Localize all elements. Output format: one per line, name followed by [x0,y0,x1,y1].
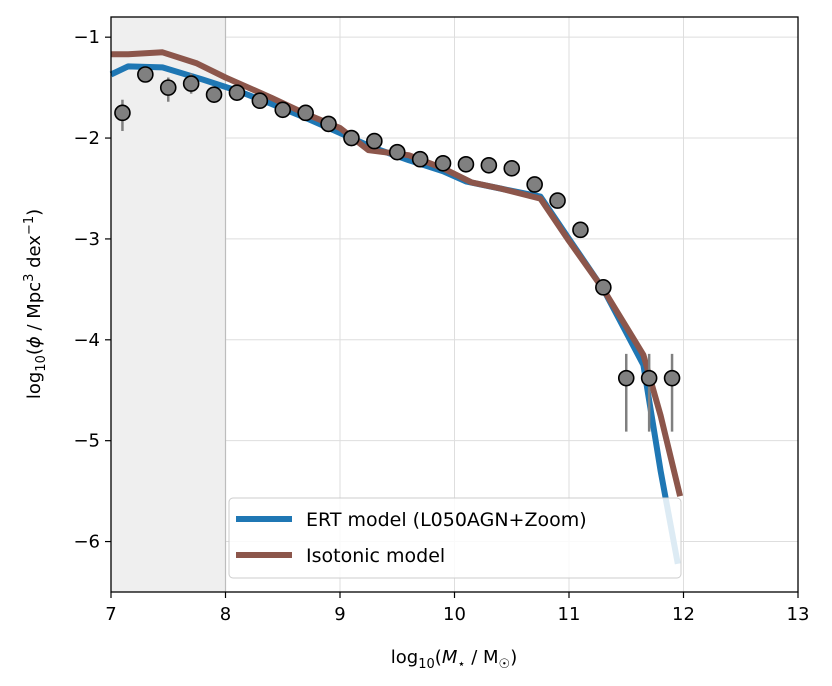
data-point-22 [617,369,635,387]
data-point-4 [205,86,223,103]
data-point-11 [366,132,383,150]
y-tick-label-5: −1 [73,27,100,48]
y-axis-label: log10(ϕ / Mpc3 dex−1) [22,209,49,399]
ticks: 7 8 9 10 11 12 13 −6 −5 −4 −3 −2 −1 [73,27,809,625]
x-tick-label-3: 10 [443,604,466,625]
data-point-16 [480,156,498,174]
legend-label-isotonic: Isotonic model [306,545,445,567]
data-point-24 [663,369,681,387]
data-point-23 [640,369,658,387]
data-point-2 [159,79,177,96]
y-tick-label-0: −6 [73,532,100,553]
x-tick-label-5: 12 [672,604,695,625]
data-point-14 [434,154,452,172]
y-tick-label-2: −4 [73,330,100,351]
data-point-17 [503,160,521,177]
x-tick-label-2: 9 [334,604,345,625]
data-point-18 [526,176,543,193]
legend-box [228,497,682,579]
y-tick-label-4: −2 [73,128,100,149]
data-point-6 [251,92,269,110]
data-point-12 [388,143,406,161]
data-point-15 [457,155,475,173]
data-point-13 [411,150,429,168]
data-point-21 [595,279,612,296]
shaded-region [111,17,227,592]
x-tick-label-6: 13 [787,604,810,625]
y-tick-label-1: −5 [73,431,100,452]
data-point-1 [137,66,154,83]
data-point-3 [182,75,200,92]
legend: ERT model (L050AGN+Zoom) Isotonic model [228,497,682,579]
data-point-0 [114,104,131,122]
data-point-9 [320,115,337,133]
data-point-20 [572,221,589,239]
observations [114,66,681,432]
data-point-19 [549,192,566,209]
legend-label-ert: ERT model (L050AGN+Zoom) [306,509,587,531]
shaded-region-rect [111,17,226,592]
data-point-8 [297,104,314,122]
data-point-5 [228,84,246,101]
data-point-10 [343,129,360,147]
x-tick-label-0: 7 [105,604,116,625]
data-point-7 [274,101,292,119]
x-tick-label-4: 11 [558,604,581,625]
x-axis-label: log10(M⋆ / M☉) [391,647,517,672]
y-tick-label-3: −3 [73,229,100,250]
x-tick-label-1: 8 [220,604,231,625]
